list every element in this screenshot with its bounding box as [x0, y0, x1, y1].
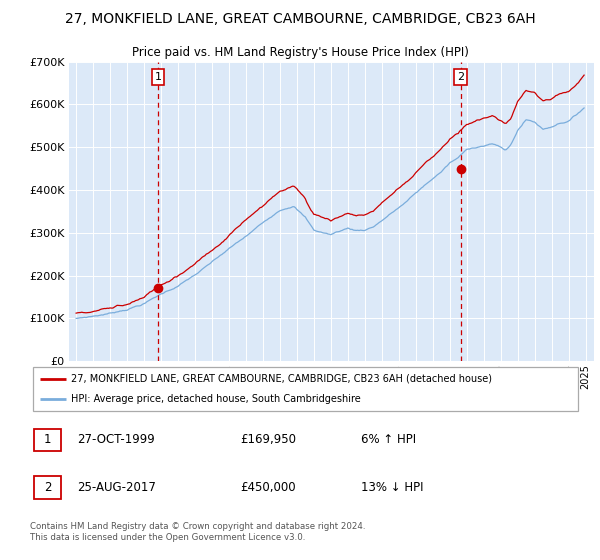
Text: £450,000: £450,000: [240, 481, 295, 494]
Text: HPI: Average price, detached house, South Cambridgeshire: HPI: Average price, detached house, Sout…: [71, 394, 361, 404]
FancyBboxPatch shape: [34, 428, 61, 451]
Text: 25-AUG-2017: 25-AUG-2017: [77, 481, 156, 494]
Text: 6% ↑ HPI: 6% ↑ HPI: [361, 433, 416, 446]
Text: Price paid vs. HM Land Registry's House Price Index (HPI): Price paid vs. HM Land Registry's House …: [131, 46, 469, 59]
Text: 2: 2: [457, 72, 464, 82]
FancyBboxPatch shape: [34, 476, 61, 499]
Text: 27, MONKFIELD LANE, GREAT CAMBOURNE, CAMBRIDGE, CB23 6AH (detached house): 27, MONKFIELD LANE, GREAT CAMBOURNE, CAM…: [71, 374, 493, 384]
Text: 2: 2: [44, 481, 52, 494]
FancyBboxPatch shape: [33, 367, 578, 410]
Text: 1: 1: [154, 72, 161, 82]
Text: 27-OCT-1999: 27-OCT-1999: [77, 433, 155, 446]
Text: 13% ↓ HPI: 13% ↓ HPI: [361, 481, 424, 494]
Text: £169,950: £169,950: [240, 433, 296, 446]
Text: 1: 1: [44, 433, 52, 446]
Text: Contains HM Land Registry data © Crown copyright and database right 2024.
This d: Contains HM Land Registry data © Crown c…: [30, 522, 365, 542]
Text: 27, MONKFIELD LANE, GREAT CAMBOURNE, CAMBRIDGE, CB23 6AH: 27, MONKFIELD LANE, GREAT CAMBOURNE, CAM…: [65, 12, 535, 26]
